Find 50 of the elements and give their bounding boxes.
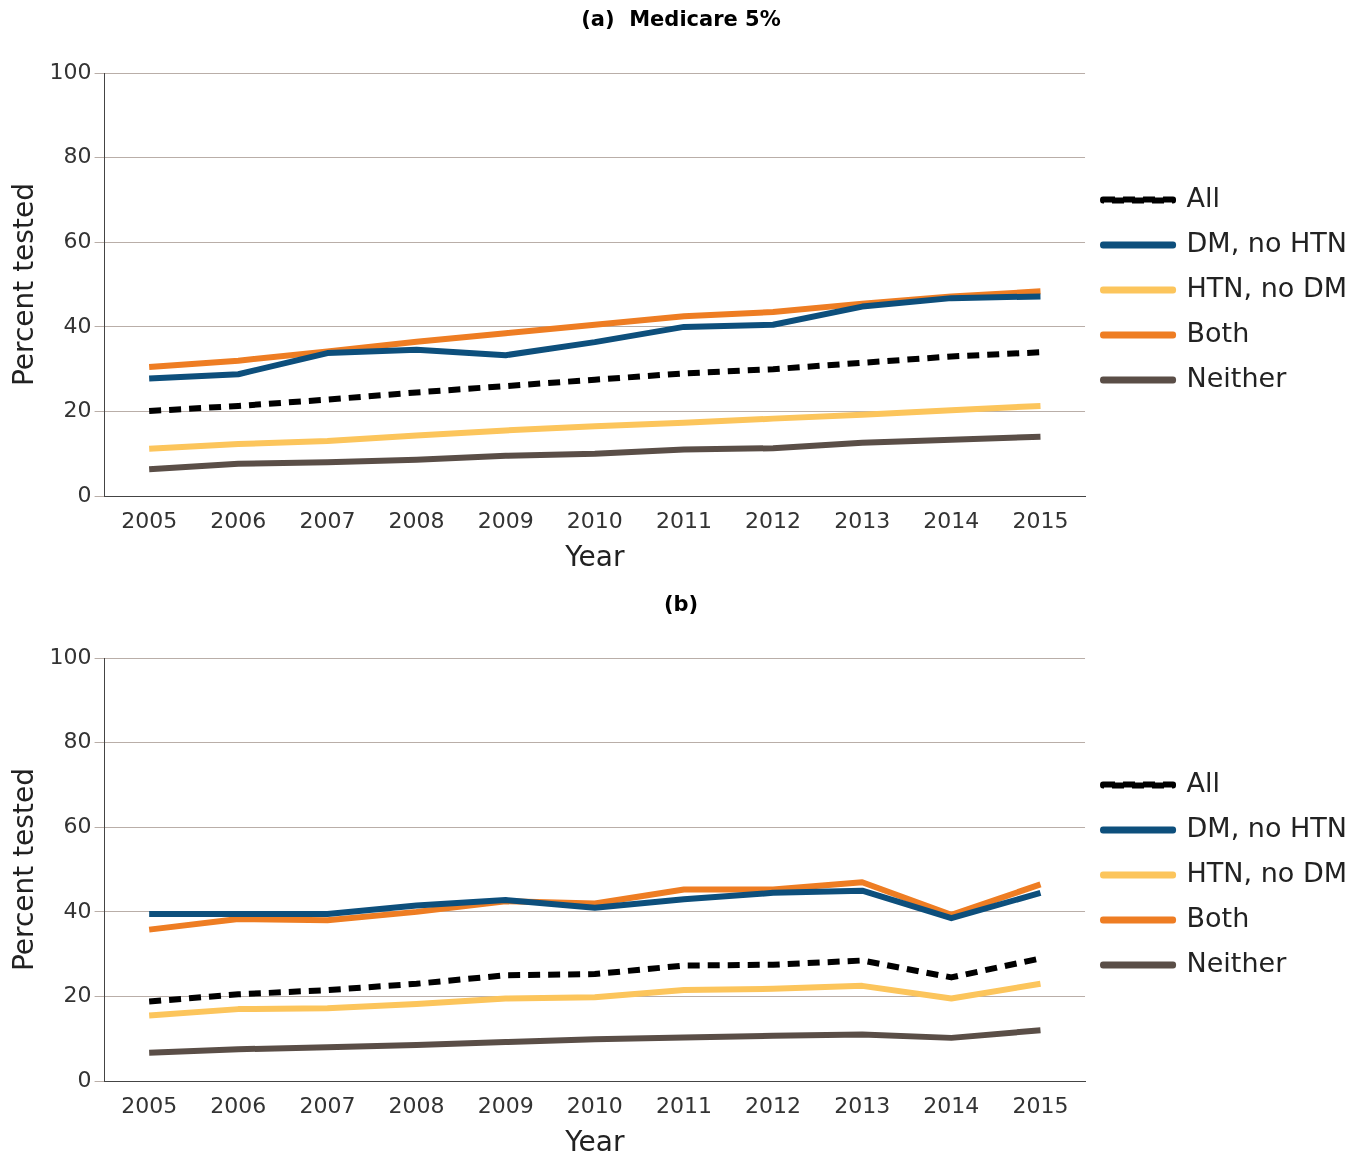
x-tick-label: 2010 — [566, 1092, 623, 1118]
x-axis-title: Year — [564, 540, 625, 574]
x-tick-label: 2010 — [566, 507, 623, 533]
x-tick-label: 2005 — [121, 507, 178, 533]
y-tick-label: 100 — [49, 643, 92, 669]
x-tick-label: 2013 — [834, 1092, 891, 1118]
x-tick-label: 2015 — [1012, 507, 1069, 533]
y-tick-label: 0 — [77, 1066, 92, 1092]
y-tick-label: 80 — [63, 728, 92, 754]
x-tick-label: 2012 — [745, 507, 802, 533]
y-tick-label: 40 — [63, 312, 92, 338]
legend-label: Both — [1186, 902, 1250, 934]
x-tick-label: 2007 — [299, 1092, 356, 1118]
x-tick-label: 2006 — [210, 1092, 267, 1118]
legend-label: All — [1186, 767, 1221, 799]
x-tick-label: 2011 — [655, 1092, 712, 1118]
x-tick-label: 2012 — [745, 1092, 802, 1118]
y-tick-label: 0 — [77, 481, 92, 507]
legend-label: DM, no HTN — [1186, 812, 1348, 844]
x-tick-label: 2009 — [477, 1092, 534, 1118]
y-axis-title: Percent tested — [7, 183, 41, 387]
legend-label: All — [1186, 182, 1221, 214]
y-tick-label: 80 — [63, 143, 92, 169]
x-tick-label: 2009 — [477, 507, 534, 533]
y-tick-label: 40 — [63, 897, 92, 923]
y-axis-title: Percent tested — [7, 768, 41, 972]
x-tick-label: 2005 — [121, 1092, 178, 1118]
legend-label: Neither — [1186, 947, 1288, 979]
y-tick-label: 100 — [49, 58, 92, 84]
y-tick-label: 60 — [63, 813, 92, 839]
x-tick-label: 2014 — [923, 1092, 980, 1118]
chart-title: (b) — [663, 592, 699, 617]
legend-label: Both — [1186, 317, 1250, 349]
y-tick-label: 20 — [63, 982, 92, 1008]
x-tick-label: 2008 — [388, 1092, 445, 1118]
x-tick-label: 2015 — [1012, 1092, 1069, 1118]
y-tick-label: 60 — [63, 228, 92, 254]
x-tick-label: 2013 — [834, 507, 891, 533]
x-tick-label: 2011 — [655, 507, 712, 533]
legend-label: HTN, no DM — [1186, 272, 1348, 304]
legend-label: Neither — [1186, 362, 1288, 394]
x-tick-label: 2007 — [299, 507, 356, 533]
x-axis-title: Year — [564, 1125, 625, 1159]
legend-label: DM, no HTN — [1186, 227, 1348, 259]
x-tick-label: 2008 — [388, 507, 445, 533]
chart-title: (a) Medicare 5% — [581, 7, 781, 32]
y-tick-label: 20 — [63, 397, 92, 423]
x-tick-label: 2006 — [210, 507, 267, 533]
legend-label: HTN, no DM — [1186, 857, 1348, 889]
x-tick-label: 2014 — [923, 507, 980, 533]
